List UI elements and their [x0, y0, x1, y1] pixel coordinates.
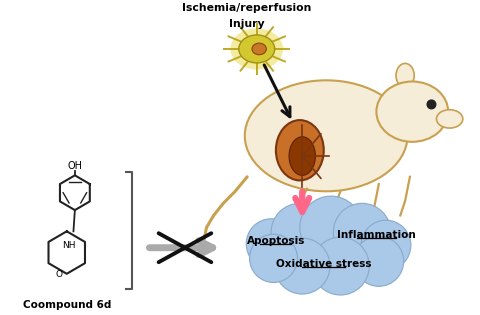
Ellipse shape [239, 35, 275, 63]
Text: O: O [56, 270, 62, 279]
Circle shape [246, 219, 296, 269]
Text: NH: NH [62, 241, 75, 250]
Text: Ischemia/reperfusion: Ischemia/reperfusion [182, 3, 312, 13]
Circle shape [361, 220, 411, 270]
Ellipse shape [376, 82, 448, 142]
Circle shape [300, 196, 362, 259]
Text: Coompound 6d: Coompound 6d [23, 300, 111, 310]
Circle shape [333, 203, 391, 261]
Ellipse shape [252, 43, 266, 55]
Text: Inflammation: Inflammation [337, 230, 416, 240]
Text: Oxidative stress: Oxidative stress [276, 259, 372, 269]
Circle shape [427, 100, 436, 109]
Circle shape [354, 236, 404, 286]
Ellipse shape [245, 80, 408, 191]
Ellipse shape [289, 137, 315, 175]
Circle shape [271, 203, 328, 261]
Circle shape [275, 238, 330, 294]
Ellipse shape [396, 63, 414, 88]
Ellipse shape [276, 120, 324, 180]
Text: Apoptosis: Apoptosis [247, 236, 305, 246]
Ellipse shape [230, 28, 283, 69]
Text: Injury: Injury [229, 19, 265, 29]
Ellipse shape [436, 110, 463, 128]
Circle shape [312, 237, 369, 295]
Circle shape [250, 234, 298, 283]
Text: OH: OH [67, 161, 83, 171]
